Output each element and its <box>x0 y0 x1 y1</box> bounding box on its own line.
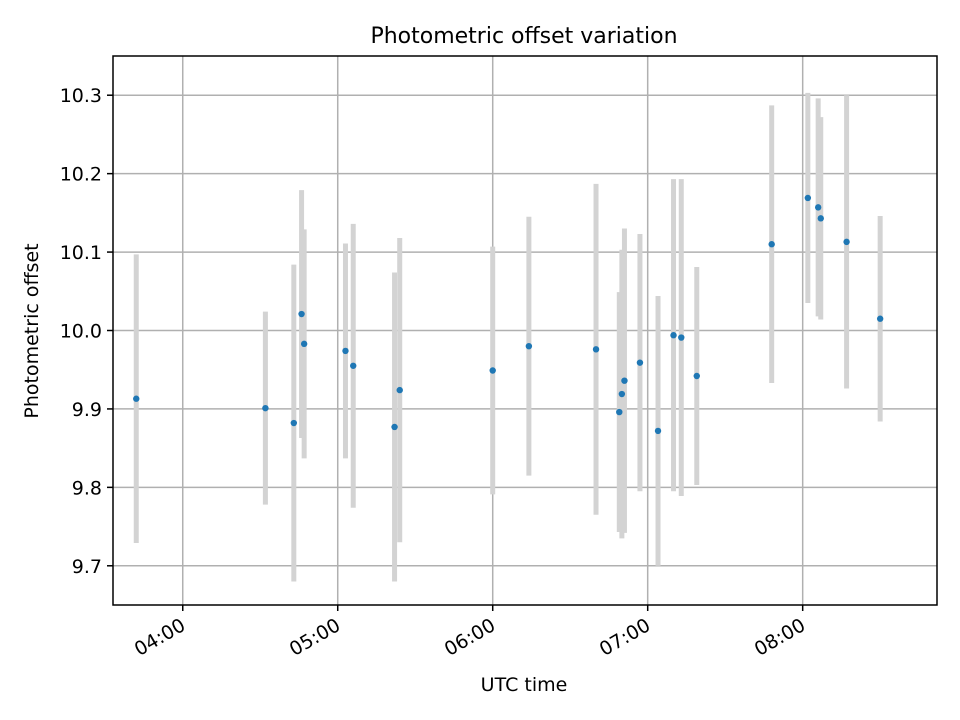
data-point <box>350 362 357 369</box>
data-point <box>133 395 140 402</box>
y-tick-label: 10.0 <box>60 321 102 343</box>
data-point <box>592 346 600 353</box>
data-point <box>262 404 269 412</box>
x-axis-label: UTC time <box>481 674 568 696</box>
x-tick-label: 06:00 <box>441 614 499 660</box>
data-point <box>843 238 850 246</box>
x-tick-label: 07:00 <box>596 614 654 660</box>
data-point <box>290 419 298 427</box>
data-point <box>616 408 623 416</box>
x-tick-label: 05:00 <box>286 614 344 660</box>
x-axis: 04:00 05:00 06:00 07:00 08:00 <box>131 605 809 661</box>
y-tick-label: 9.8 <box>72 477 102 499</box>
x-tick-label: 08:00 <box>751 614 809 660</box>
data-point <box>817 215 824 222</box>
data-point <box>804 194 812 202</box>
data-point <box>298 310 305 318</box>
x-tick-label: 04:00 <box>131 614 189 660</box>
y-tick-label: 10.3 <box>60 85 102 107</box>
y-tick-label: 10.1 <box>60 242 102 264</box>
data-point <box>342 347 349 355</box>
data-point <box>876 315 884 322</box>
y-tick-label: 9.9 <box>72 399 102 421</box>
data-point <box>391 423 398 431</box>
y-axis-label: Photometric offset <box>21 243 43 418</box>
data-point <box>525 342 533 350</box>
data-point <box>396 386 403 394</box>
data-point <box>618 390 626 398</box>
error-bars <box>133 92 883 582</box>
data-point <box>654 427 662 435</box>
y-tick-label: 9.7 <box>72 556 102 578</box>
data-point <box>636 359 644 366</box>
chart-title: Photometric offset variation <box>370 24 677 49</box>
data-point <box>678 334 685 341</box>
y-tick-label: 10.2 <box>60 164 102 186</box>
data-point <box>621 377 628 384</box>
data-point <box>814 204 822 211</box>
y-axis: 9.7 9.8 9.9 10.0 10.1 10.2 10.3 <box>60 85 113 578</box>
data-point <box>670 332 677 339</box>
data-points <box>133 194 884 435</box>
data-point <box>768 241 775 248</box>
grid <box>113 56 937 605</box>
data-point <box>300 340 308 348</box>
data-point <box>693 372 700 380</box>
data-point <box>489 367 496 374</box>
